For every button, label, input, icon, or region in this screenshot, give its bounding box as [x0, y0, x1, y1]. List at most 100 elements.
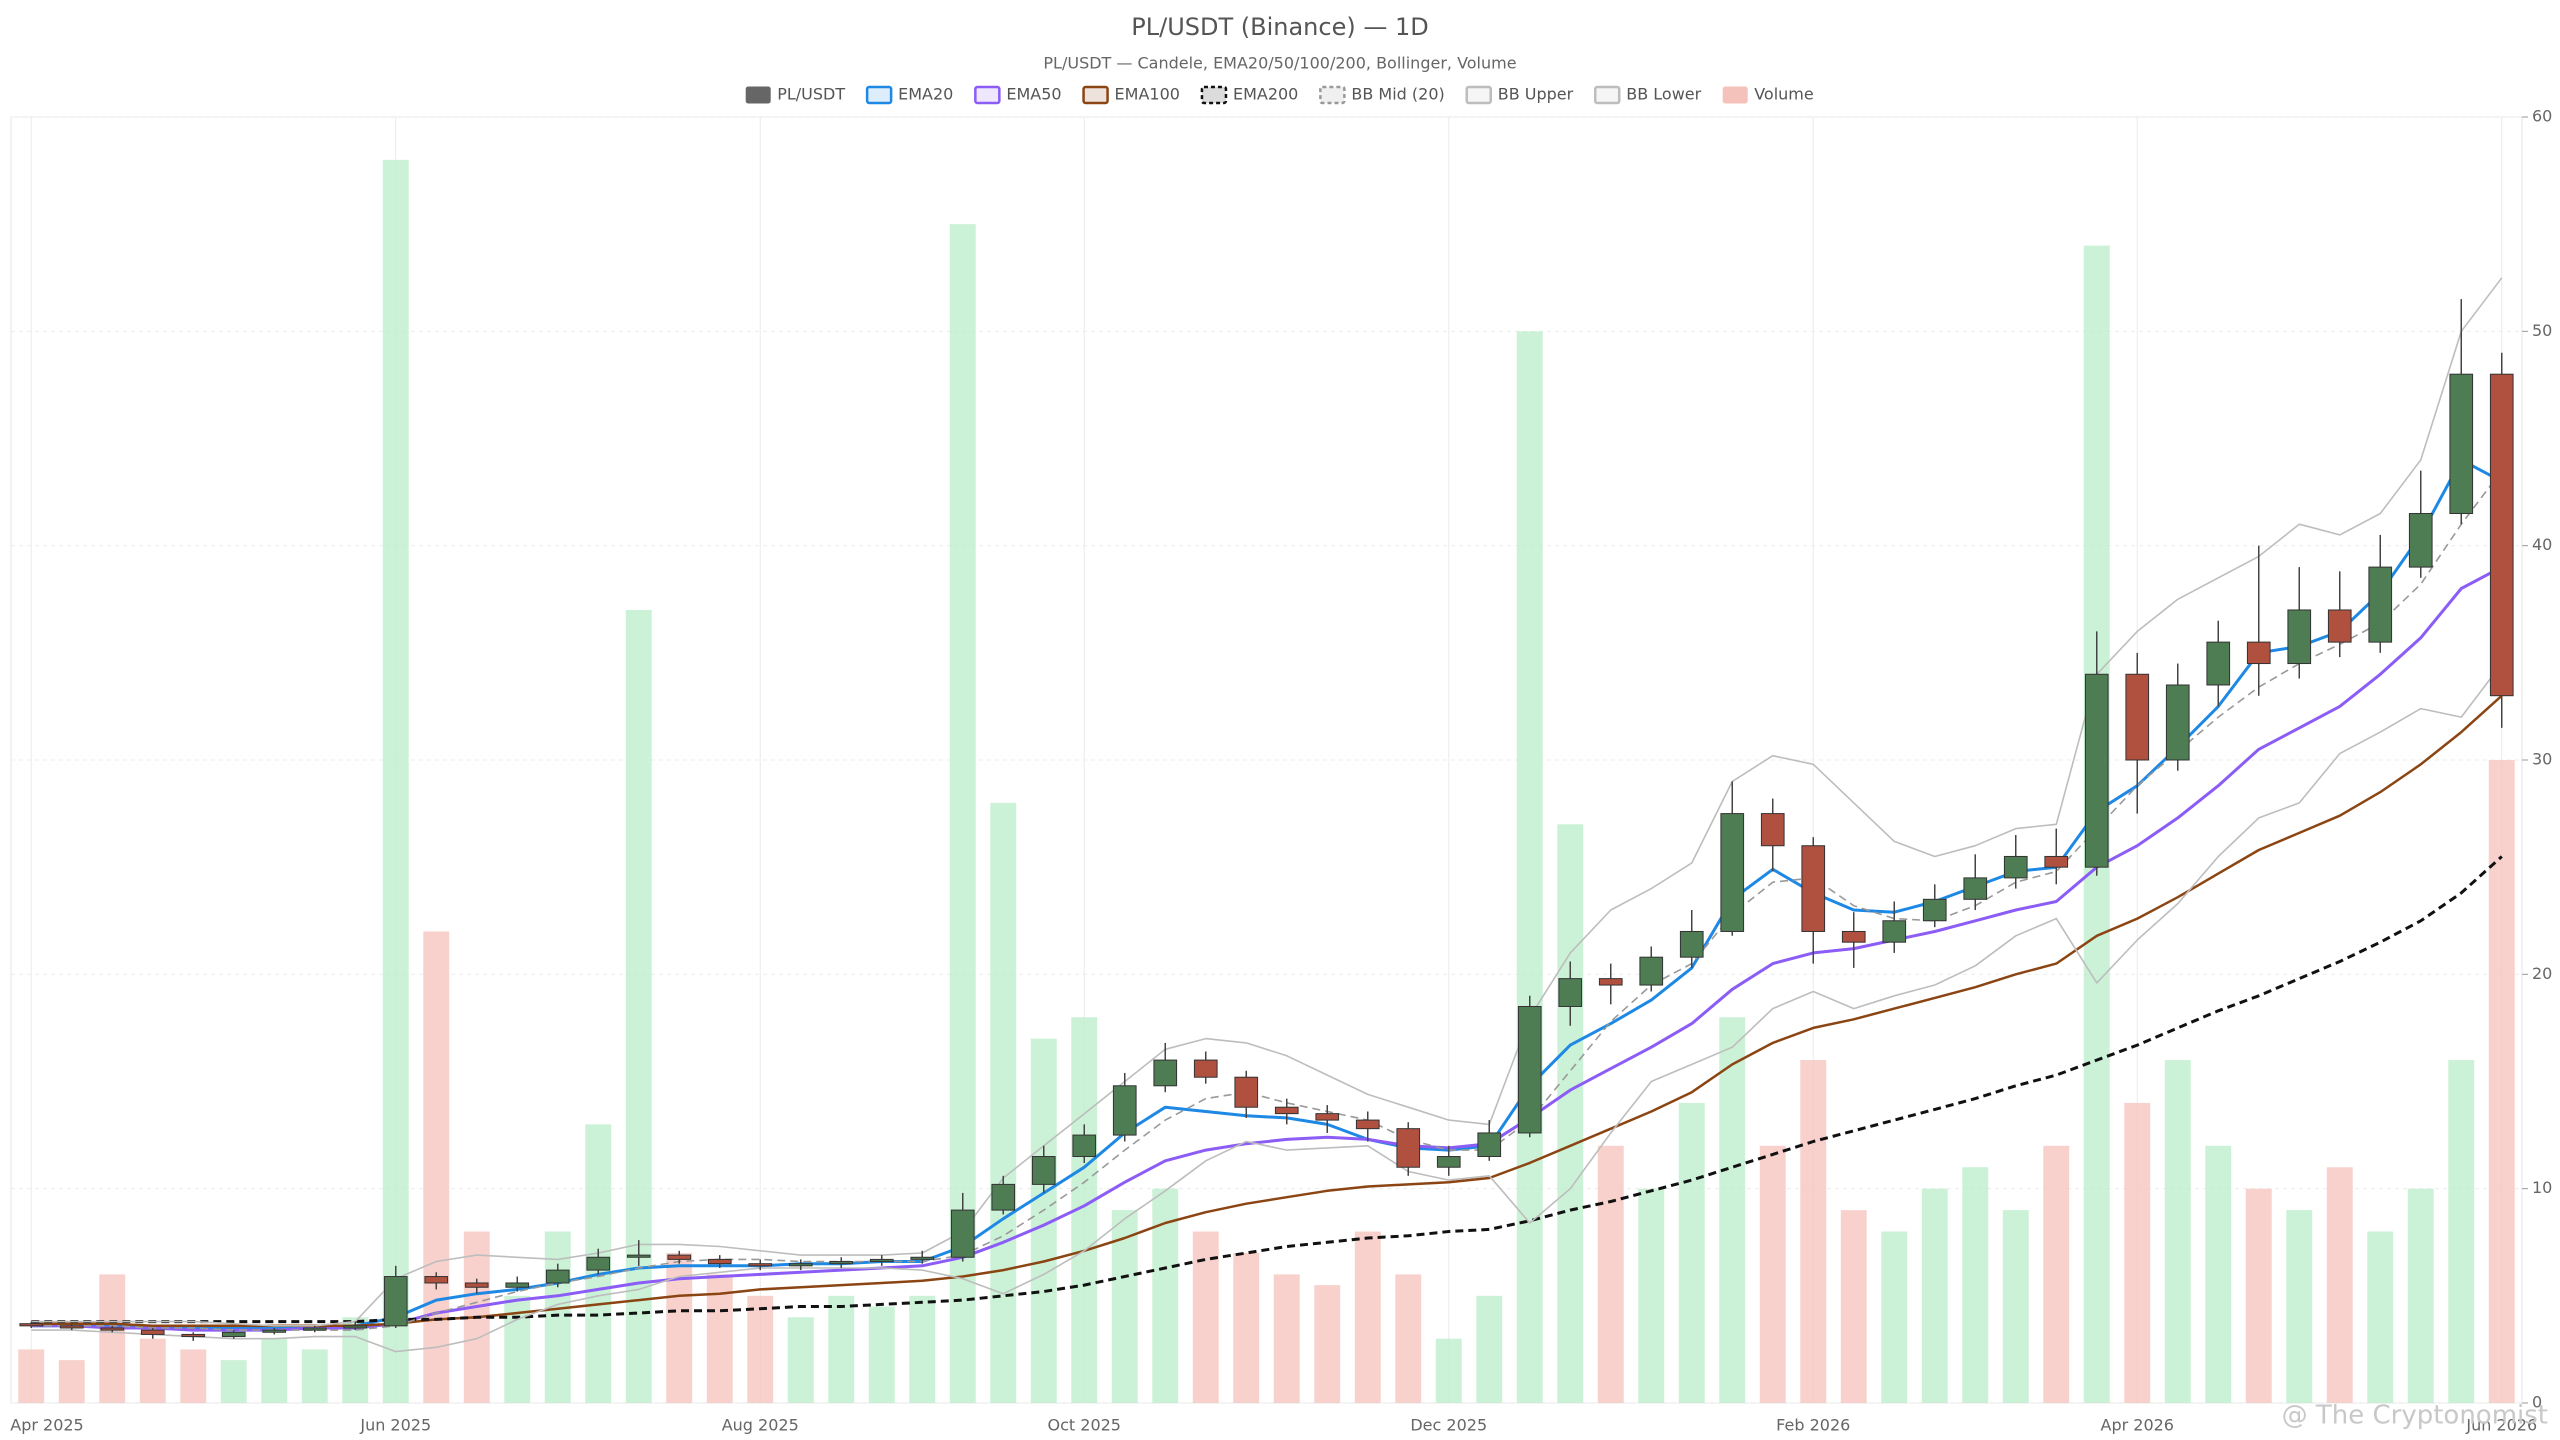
volume-bar — [1962, 1167, 1989, 1403]
y-tick-label: 60 — [2532, 107, 2552, 126]
indicator-line — [31, 470, 2503, 1331]
candle-body — [707, 1258, 732, 1265]
indicator-line — [31, 663, 2503, 1353]
volume-bar — [1759, 1145, 1786, 1403]
legend-swatch — [1319, 85, 1346, 105]
candle-body — [59, 1325, 84, 1329]
candle-body — [2084, 673, 2109, 868]
candle-body — [869, 1258, 894, 1263]
volume-bar — [2326, 1167, 2353, 1403]
candle-body — [1436, 1156, 1461, 1168]
candle-body — [1234, 1076, 1259, 1108]
indicator-line — [31, 855, 2503, 1324]
volume-bar — [2407, 1188, 2434, 1403]
legend-swatch — [1465, 85, 1492, 105]
volume-bar — [1840, 1210, 1867, 1403]
volume-bar — [1273, 1274, 1300, 1403]
candle-body — [1963, 877, 1988, 900]
volume-bar — [2488, 760, 2515, 1403]
candle-body — [1396, 1128, 1421, 1168]
volume-bar — [990, 802, 1017, 1403]
volume-bar — [1152, 1188, 1179, 1403]
volume-bar — [1719, 1017, 1746, 1403]
candle-body — [221, 1331, 246, 1338]
y-tick-label: 10 — [2532, 1178, 2552, 1197]
x-tick-label: Aug 2025 — [722, 1416, 799, 1435]
volume-bar — [706, 1274, 733, 1403]
volume-bar — [423, 931, 450, 1403]
candle-body — [2449, 373, 2474, 515]
volume-bar — [1597, 1145, 1624, 1403]
volume-bar — [301, 1349, 328, 1403]
legend-label: BB Upper — [1498, 85, 1574, 104]
candle-body — [2246, 641, 2271, 665]
legend-swatch — [1722, 86, 1748, 104]
volume-bar — [1881, 1231, 1908, 1403]
volume-bar — [1233, 1252, 1260, 1403]
volume-bar — [828, 1295, 855, 1403]
candle-body — [1355, 1119, 1380, 1130]
candle-body — [545, 1269, 570, 1284]
candle-body — [262, 1329, 287, 1333]
volume-bar — [180, 1349, 207, 1403]
volume-bar — [2124, 1102, 2151, 1403]
y-tick-label: 20 — [2532, 964, 2552, 983]
candle-body — [950, 1209, 975, 1258]
candle-body — [100, 1327, 125, 1331]
candle-body — [383, 1276, 408, 1327]
y-tick-label: 40 — [2532, 535, 2552, 554]
volume-bar — [787, 1317, 814, 1403]
candle-body — [991, 1183, 1016, 1211]
candle-body — [181, 1333, 206, 1338]
legend-swatch — [1593, 85, 1621, 105]
candle-body — [1882, 920, 1907, 943]
candle-body — [1639, 956, 1664, 986]
volume-bar — [342, 1317, 369, 1403]
candle-body — [788, 1263, 813, 1267]
candle-body — [626, 1254, 651, 1258]
indicator-line — [31, 565, 2503, 1332]
candle-body — [1679, 930, 1704, 958]
legend-swatch — [745, 86, 771, 104]
candle-body — [1112, 1085, 1137, 1136]
candle-body — [1193, 1059, 1218, 1078]
candle-body — [1841, 930, 1866, 943]
candle-body — [19, 1323, 44, 1327]
volume-bar — [261, 1338, 288, 1403]
candle-body — [1801, 845, 1826, 932]
volume-bar — [2245, 1188, 2272, 1403]
legend-label: Volume — [1754, 85, 1814, 104]
legend-swatch — [1082, 85, 1109, 105]
candle-body — [1153, 1059, 1178, 1087]
volume-bar — [1476, 1295, 1503, 1403]
volume-bar — [1921, 1188, 1948, 1403]
chart-subtitle: PL/USDT — Candele, EMA20/50/100/200, Bol… — [1043, 54, 1516, 73]
legend-label: PL/USDT — [777, 85, 845, 104]
candle-body — [667, 1254, 692, 1260]
candle-body — [140, 1329, 165, 1335]
x-tick-label: Apr 2025 — [10, 1416, 83, 1435]
candle-body — [2489, 373, 2514, 697]
indicator-line — [31, 694, 2503, 1328]
y-tick-label: 30 — [2532, 750, 2552, 769]
chart-title: PL/USDT (Binance) — 1D — [1131, 13, 1428, 41]
volume-bar — [1678, 1102, 1705, 1403]
candle-body — [2044, 855, 2069, 868]
candle-body — [1315, 1113, 1340, 1121]
candle-body — [505, 1282, 530, 1288]
candle-body — [829, 1261, 854, 1265]
candle-body — [1558, 978, 1583, 1007]
volume-bar — [1314, 1285, 1341, 1403]
volume-bar — [1516, 331, 1543, 1403]
volume-bar — [2164, 1060, 2191, 1403]
candle-body — [1760, 813, 1785, 847]
volume-bar — [1638, 1188, 1665, 1403]
candle-body — [343, 1325, 368, 1329]
volume-bar — [1800, 1060, 1827, 1403]
candle-body — [2408, 513, 2433, 568]
watermark: @ The Cryptonomist — [2282, 1401, 2548, 1431]
legend-label: BB Lower — [1626, 85, 1701, 104]
volume-bar — [1557, 824, 1584, 1403]
volume-bar — [2286, 1210, 2313, 1403]
